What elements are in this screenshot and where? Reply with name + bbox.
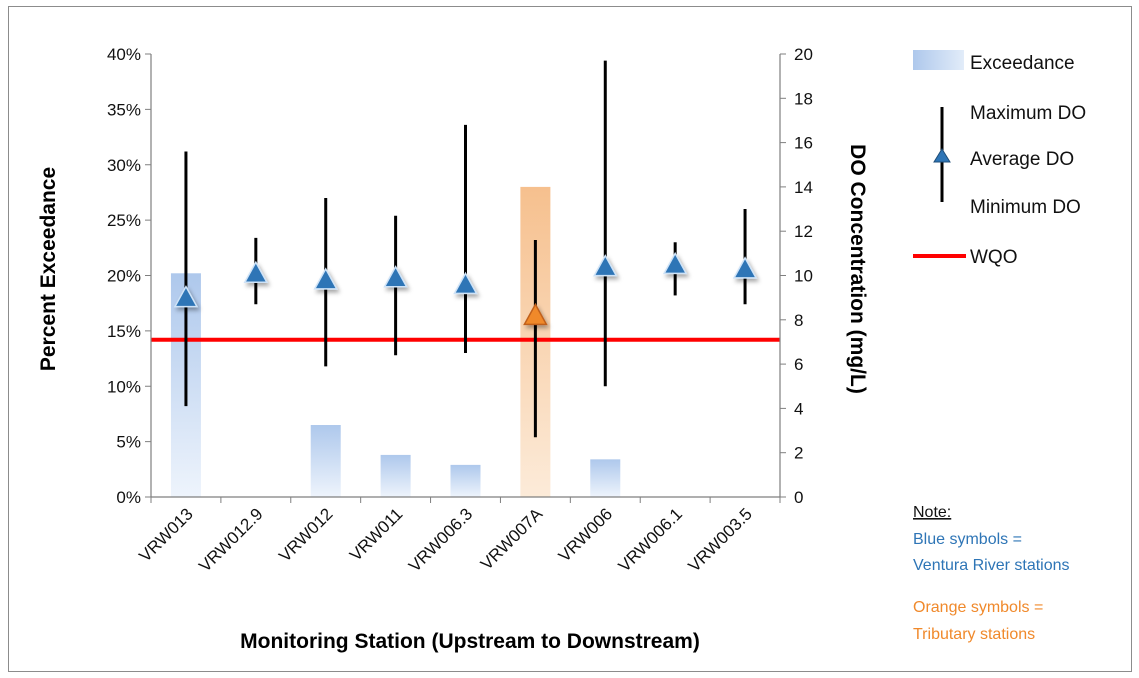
do-range-lines	[184, 60, 747, 438]
x-tick-label: VRW006.3	[405, 504, 476, 575]
exceedance-bar	[310, 425, 341, 497]
average-do-marker	[453, 271, 478, 295]
x-tick-label: VRW012.9	[195, 504, 266, 575]
note-block: Note: Blue symbols = Ventura River stati…	[913, 504, 1070, 643]
chart-frame: 0% 5% 10% 15% 20% 25% 30% 35% 40% 0 2 4 6 8 10 12 14 16 1…	[8, 6, 1132, 672]
legend: Exceedance Maximum DO Average DO Minimum…	[913, 50, 1086, 268]
note-orange-line1: Orange symbols =	[913, 599, 1043, 616]
average-do-marker	[243, 260, 269, 284]
do-exceedance-chart: 0% 5% 10% 15% 20% 25% 30% 35% 40% 0 2 4 6 8 10 12 14 16 1…	[37, 45, 1086, 653]
y2-tick-label: 6	[794, 355, 803, 374]
note-orange-line2: Tributary stations	[913, 626, 1035, 643]
exceedance-bar	[380, 454, 411, 497]
y-axis-title: Percent Exceedance	[37, 167, 60, 371]
note-blue-line1: Blue symbols =	[913, 531, 1022, 548]
y2-tick-label: 2	[794, 444, 803, 463]
average-do-marker	[313, 267, 338, 290]
y2-tick-label: 20	[794, 45, 813, 64]
x-tick-label: VRW003.5	[685, 504, 756, 575]
x-tick-label: VRW011	[346, 504, 406, 564]
y2-tick-label: 8	[794, 311, 803, 330]
y-tick-label: 20%	[107, 267, 141, 286]
y2-tick-label: 18	[794, 89, 813, 108]
y-tick-label: 10%	[107, 377, 141, 396]
left-axis-ticks: 0% 5% 10% 15% 20% 25% 30% 35% 40%	[107, 45, 151, 507]
x-tick-label: VRW012	[275, 504, 336, 565]
legend-wqo-label: WQO	[970, 247, 1018, 268]
x-tick-label: VRW006	[555, 504, 616, 565]
y-tick-label: 25%	[107, 211, 141, 230]
average-do-markers	[173, 251, 758, 326]
exceedance-bar	[450, 464, 481, 497]
x-tick-label: VRW013	[135, 504, 196, 565]
legend-minimum-label: Minimum DO	[970, 197, 1081, 218]
average-do-marker	[593, 254, 618, 277]
average-do-marker	[662, 251, 688, 275]
average-do-marker	[383, 265, 408, 288]
y2-tick-label: 10	[794, 267, 813, 286]
legend-exceedance-label: Exceedance	[970, 53, 1075, 74]
note-blue-line2: Ventura River stations	[913, 557, 1070, 574]
y2-tick-label: 12	[794, 222, 813, 241]
legend-average-label: Average DO	[970, 149, 1074, 170]
y-tick-label: 0%	[116, 488, 141, 507]
right-axis-ticks: 0 2 4 6 8 10 12 14 16 18 20	[780, 45, 813, 507]
legend-average-marker	[933, 148, 951, 163]
x-tick-label: VRW007A	[477, 504, 547, 574]
average-do-marker	[732, 256, 758, 279]
y-tick-label: 35%	[107, 100, 141, 119]
exceedance-bar	[590, 459, 621, 497]
y2-tick-label: 14	[794, 178, 813, 197]
note-title: Note:	[913, 504, 951, 521]
y-tick-label: 40%	[107, 45, 141, 64]
legend-maximum-label: Maximum DO	[970, 103, 1086, 124]
average-do-marker	[173, 285, 199, 308]
y2-axis-title: DO Concentration (mg/L)	[846, 144, 869, 394]
y-tick-label: 30%	[107, 156, 141, 175]
y2-tick-label: 16	[794, 134, 813, 153]
y2-tick-label: 0	[794, 488, 803, 507]
y-tick-label: 5%	[116, 433, 141, 452]
y2-tick-label: 4	[794, 399, 803, 418]
legend-exceedance-swatch	[913, 50, 964, 70]
x-axis-title: Monitoring Station (Upstream to Downstre…	[240, 630, 700, 653]
y-tick-label: 15%	[107, 322, 141, 341]
x-tick-label: VRW006.1	[615, 504, 686, 575]
average-do-marker	[523, 302, 548, 326]
